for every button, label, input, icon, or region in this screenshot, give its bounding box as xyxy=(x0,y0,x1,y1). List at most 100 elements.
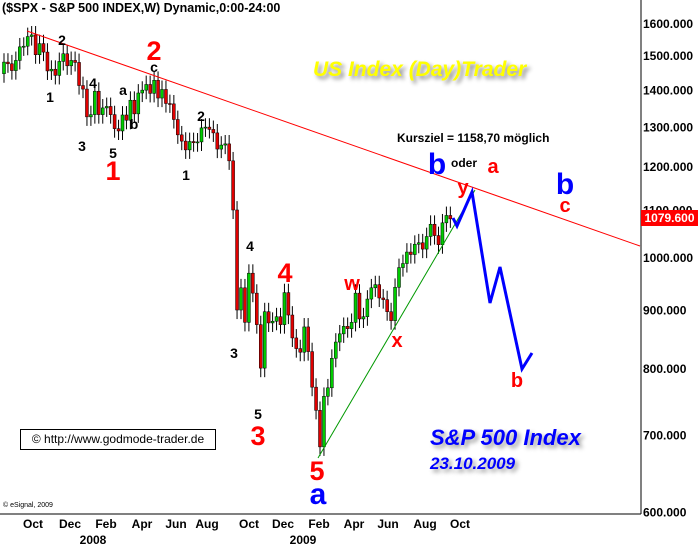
y-tick-label: 900.000 xyxy=(643,303,687,317)
x-tick-label: Aug xyxy=(413,517,436,531)
candle xyxy=(357,284,362,329)
candle-body xyxy=(424,236,429,250)
wave-label: 1 xyxy=(105,156,120,186)
y-tick-label: 600.000 xyxy=(643,505,687,519)
candle-body xyxy=(448,215,453,220)
candle xyxy=(444,206,449,232)
candle-body xyxy=(247,272,251,323)
x-tick-label: Oct xyxy=(239,517,259,531)
candle xyxy=(262,302,267,378)
candle xyxy=(203,118,208,137)
candle xyxy=(341,317,346,343)
candle-body xyxy=(93,90,97,115)
candle-body xyxy=(393,287,397,321)
candle-body xyxy=(298,348,302,353)
y-tick-label: 1300.000 xyxy=(643,120,693,134)
candle-body xyxy=(18,46,22,61)
candle xyxy=(298,339,302,362)
candle xyxy=(369,278,374,309)
candle xyxy=(259,315,263,378)
candle xyxy=(349,313,354,338)
candle-body xyxy=(101,107,105,115)
wave-label: 1 xyxy=(46,89,54,105)
candle-body xyxy=(294,337,299,349)
candle-body xyxy=(112,114,117,129)
wave-label: 5 xyxy=(309,456,324,486)
x-tick-label: Oct xyxy=(450,517,470,531)
candle xyxy=(108,97,113,124)
candle xyxy=(89,105,93,126)
candle-body xyxy=(286,292,291,316)
candle-body xyxy=(22,45,26,48)
candle-body xyxy=(128,99,133,121)
candle-body xyxy=(266,311,271,324)
candle-body xyxy=(97,90,101,115)
candle xyxy=(239,278,243,320)
candle xyxy=(191,132,196,152)
candle-body xyxy=(369,287,374,300)
candle xyxy=(334,333,338,368)
wave-label: 3 xyxy=(250,421,265,451)
candle-body xyxy=(2,61,6,74)
candle xyxy=(247,264,251,332)
candle xyxy=(69,51,73,75)
wave-label: c xyxy=(559,195,570,217)
wave-label: 2 xyxy=(197,108,205,124)
candle xyxy=(65,44,69,75)
candle-body xyxy=(432,223,437,236)
candle xyxy=(144,75,148,100)
candle-body xyxy=(420,242,425,250)
candle xyxy=(294,329,299,358)
candle-body xyxy=(349,322,354,329)
candle-body xyxy=(104,106,109,109)
candle-body xyxy=(211,129,216,134)
x-tick-label: Dec xyxy=(59,517,81,531)
candle xyxy=(14,51,18,80)
candle xyxy=(116,119,121,141)
candle-body xyxy=(397,267,401,288)
candle xyxy=(393,278,397,330)
candle xyxy=(10,54,14,80)
caption-title: S&P 500 Index xyxy=(430,425,581,450)
candle xyxy=(302,318,306,362)
candle xyxy=(164,80,168,113)
candle xyxy=(57,52,62,85)
candle-body xyxy=(251,272,255,294)
candle xyxy=(49,60,54,80)
candle-body xyxy=(152,80,156,94)
candle-body xyxy=(45,51,50,72)
candle xyxy=(290,306,295,347)
candle-body xyxy=(116,128,121,132)
candle xyxy=(420,233,425,259)
candle-body xyxy=(207,126,212,130)
y-tick-label: 800.000 xyxy=(643,362,687,376)
candle-body xyxy=(389,311,393,321)
target-note: Kursziel = 1158,70 möglich xyxy=(397,131,550,145)
candle xyxy=(104,97,109,117)
x-tick-label: Feb xyxy=(95,517,116,531)
candle xyxy=(41,34,46,62)
candle xyxy=(274,307,279,331)
candle-body xyxy=(444,215,449,224)
candle xyxy=(266,302,271,332)
wave-label: b xyxy=(428,148,446,181)
candle xyxy=(345,317,350,338)
candle-body xyxy=(132,99,137,115)
candle xyxy=(207,118,212,139)
candle xyxy=(97,82,101,124)
candle xyxy=(45,43,50,80)
candle-body xyxy=(428,223,433,237)
candle xyxy=(448,206,453,228)
candle xyxy=(413,235,417,264)
candle-body xyxy=(85,88,89,118)
candle-body xyxy=(385,299,389,312)
candle xyxy=(120,106,125,141)
candle xyxy=(81,76,85,99)
candle-body xyxy=(345,326,350,329)
y-tick-label: 700.000 xyxy=(643,429,687,443)
candle-body xyxy=(61,53,65,62)
candle xyxy=(397,258,401,297)
copyright-box[interactable]: © http://www.godmode-trader.de xyxy=(20,429,216,450)
candle-body xyxy=(235,209,239,311)
candle xyxy=(93,82,97,124)
